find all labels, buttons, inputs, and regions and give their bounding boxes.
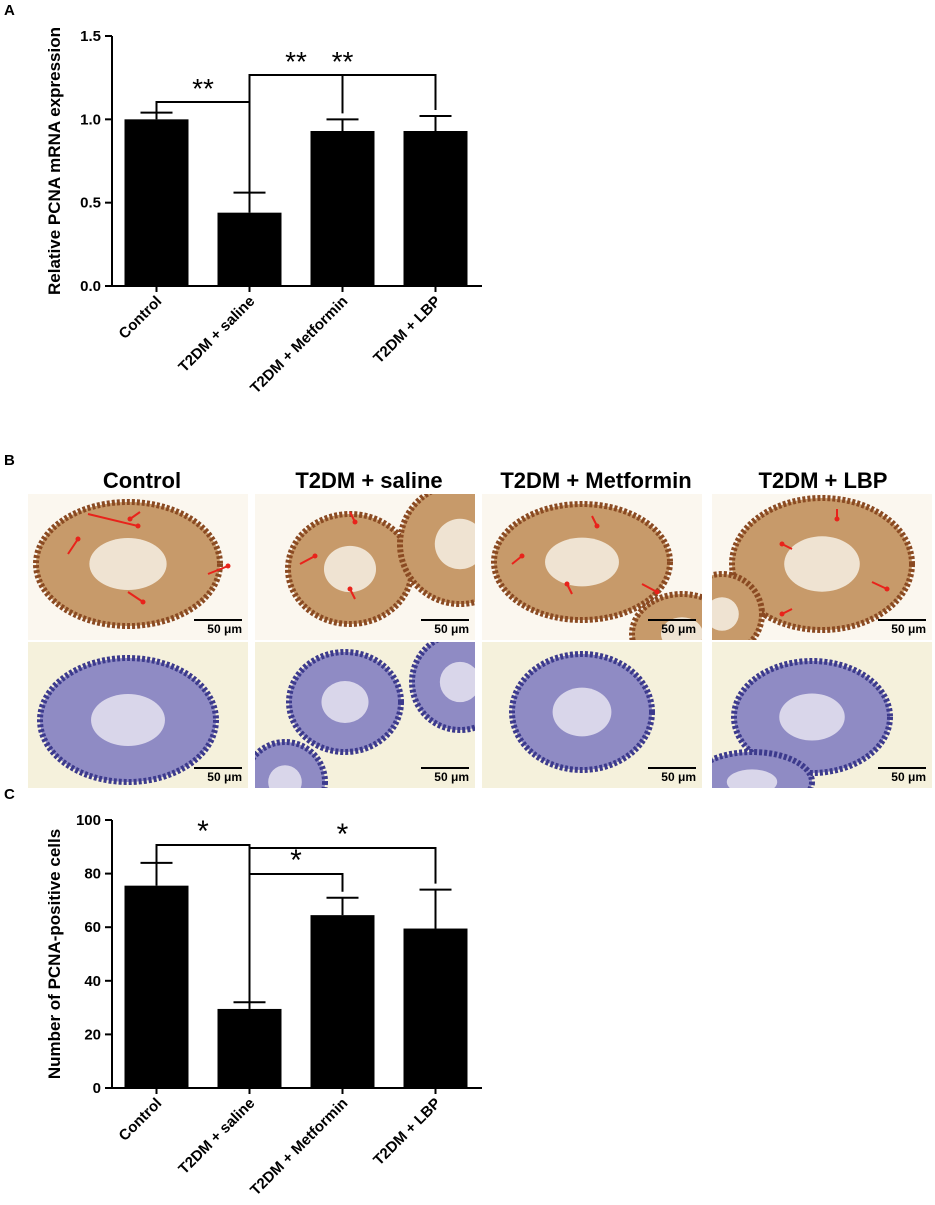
y-tick-label: 100 (76, 812, 101, 829)
scale-bar-label: 50 μm (648, 619, 696, 636)
red-arrow-icon (871, 581, 888, 590)
tissue-image (509, 651, 655, 773)
bar (217, 212, 282, 286)
y-tick-label: 20 (84, 1026, 101, 1043)
scale-bar-label: 50 μm (194, 767, 242, 784)
y-tick-label: 0.5 (80, 195, 101, 212)
x-tick-label: T2DM + saline (175, 293, 258, 376)
red-arrow-icon (299, 555, 316, 565)
red-arrow-icon (207, 565, 229, 575)
scale-bar-label: 50 μm (421, 619, 469, 636)
chart-pcna-mrna: 0.0 0.5 1.0 1.5 Relative PCNA mRNA expressio… (45, 27, 482, 397)
red-arrow-icon (641, 583, 658, 593)
bar (124, 885, 189, 1088)
micrograph-title-metformin: T2DM + Metformin (500, 468, 692, 493)
y-tick-label: 80 (84, 866, 101, 883)
significance-label: * (197, 815, 209, 848)
panel-label-b: B (4, 452, 15, 469)
micrograph-tile: 50 μm (482, 642, 702, 788)
significance-label: * (290, 844, 302, 877)
y-axis-label: Relative PCNA mRNA expression (45, 27, 64, 295)
tissue-image (285, 494, 475, 627)
micrograph-tile: 50 μm (255, 494, 475, 640)
scale-bar-label: 50 μm (194, 619, 242, 636)
bar (217, 1008, 282, 1088)
scale-bar-label: 50 μm (878, 767, 926, 784)
bar (124, 119, 189, 286)
red-arrow-icon (67, 538, 79, 555)
bar (403, 131, 468, 286)
red-arrow-icon (127, 591, 144, 603)
y-tick-label: 60 (84, 919, 101, 936)
micrograph-title-lbp: T2DM + LBP (758, 468, 888, 493)
y-tick-label: 1.5 (80, 28, 101, 45)
micrograph-tile: 50 μm (255, 642, 475, 788)
significance-label: ** (332, 46, 354, 77)
y-tick-label: 0.0 (80, 278, 101, 295)
micrograph-title-saline: T2DM + saline (295, 468, 443, 493)
significance-label: ** (192, 73, 214, 104)
bar (310, 915, 375, 1088)
micrograph-tile: 50 μm (712, 642, 932, 788)
x-tick-label: T2DM + LBP (370, 1095, 444, 1169)
panel-label-c: C (4, 786, 15, 803)
y-tick-label: 40 (84, 973, 101, 990)
tissue-image (491, 501, 702, 640)
tissue-image (712, 658, 893, 788)
significance-label: * (337, 818, 349, 851)
tissue-image (37, 655, 219, 785)
panel-label-a: A (4, 2, 15, 19)
scale-bar-label: 50 μm (421, 767, 469, 784)
x-tick-label: Control (116, 293, 166, 343)
bar (403, 928, 468, 1088)
x-tick-label: T2DM + Metformin (247, 293, 351, 397)
red-arrow-icon (87, 513, 139, 527)
tissue-image (255, 642, 475, 788)
tissue-image (33, 499, 231, 629)
scale-bar-label: 50 μm (648, 767, 696, 784)
tissue-image (712, 495, 915, 640)
y-tick-label: 1.0 (80, 111, 101, 128)
scale-bar-label: 50 μm (878, 619, 926, 636)
x-tick-label: Control (116, 1095, 166, 1145)
bar (310, 131, 375, 286)
significance-label: ** (285, 46, 307, 77)
x-tick-label: T2DM + Metformin (247, 1095, 351, 1199)
micrograph-tile: 50 μm (28, 642, 248, 788)
micrograph-tile: 50 μm (712, 494, 932, 640)
micrograph-title-control: Control (102, 468, 182, 493)
y-tick-label: 0 (93, 1080, 101, 1097)
micrograph-tile: 50 μm (28, 494, 248, 640)
significance-bracket (248, 847, 437, 1003)
x-tick-label: T2DM + LBP (370, 293, 444, 367)
y-axis-label: Number of PCNA-positive cells (45, 829, 64, 1079)
x-tick-label: T2DM + saline (175, 1095, 258, 1178)
significance-bracket (248, 74, 437, 193)
chart-pcna-positive-cells: 0 20 40 60 80 100 Number of PCNA-positive cell… (45, 812, 482, 1199)
micrograph-tile: 50 μm (482, 494, 702, 640)
